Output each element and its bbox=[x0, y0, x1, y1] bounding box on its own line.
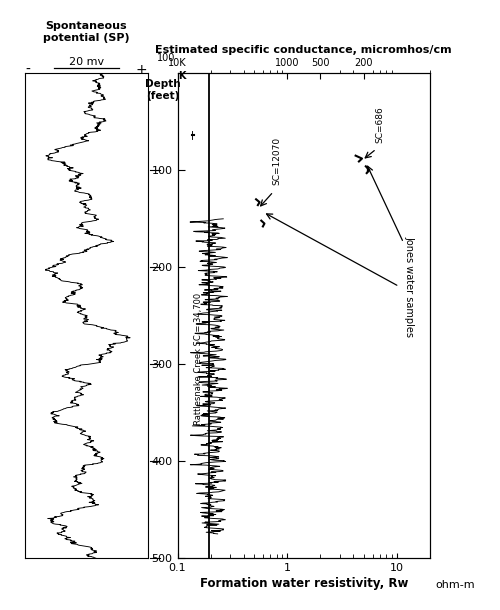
Text: +: + bbox=[136, 63, 147, 77]
Text: Jones water samples: Jones water samples bbox=[404, 236, 414, 337]
Text: Rattlesnake Creek SC = 34,700: Rattlesnake Creek SC = 34,700 bbox=[194, 293, 203, 425]
X-axis label: Estimated specific conductance, micromhos/cm: Estimated specific conductance, micromho… bbox=[156, 45, 452, 55]
Text: Depth
(feet): Depth (feet) bbox=[144, 79, 180, 101]
Text: K: K bbox=[178, 71, 186, 81]
Text: 100: 100 bbox=[156, 53, 175, 63]
Text: 20 mv: 20 mv bbox=[68, 57, 104, 67]
X-axis label: Formation water resistivity, Rw: Formation water resistivity, Rw bbox=[200, 577, 408, 590]
Text: SC=686: SC=686 bbox=[376, 106, 384, 143]
Text: SC=12070: SC=12070 bbox=[272, 137, 281, 185]
Text: -: - bbox=[25, 63, 30, 77]
Text: Spontaneous
potential (SP): Spontaneous potential (SP) bbox=[43, 21, 130, 43]
Text: ohm-m: ohm-m bbox=[435, 580, 474, 590]
